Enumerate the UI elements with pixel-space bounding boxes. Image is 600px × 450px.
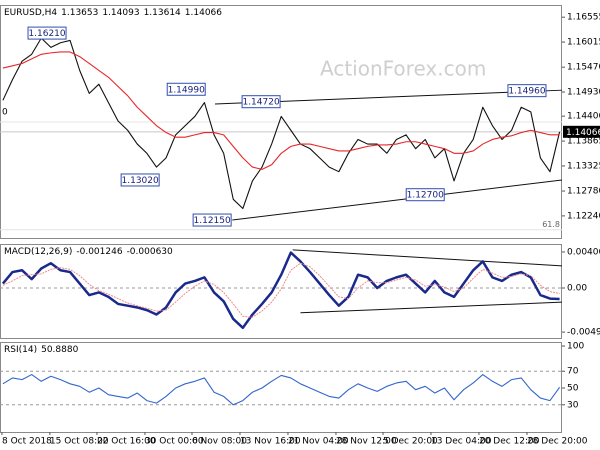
y-tick-label: 1.16015: [567, 38, 600, 48]
level-label: 61.8: [542, 220, 560, 229]
indicator-value: -0.000630: [127, 247, 173, 257]
watermark: ActionForex.com: [320, 57, 486, 81]
panel-frame: [0, 244, 562, 339]
price-label: 1.14720: [242, 98, 279, 108]
x-tick-label: 8 Oct 2018: [2, 437, 52, 447]
trendline: [232, 179, 563, 221]
x-tick-label: 20 Dec 12:00: [479, 437, 540, 447]
y-tick-label: 1.16555: [567, 13, 600, 23]
x-tick-label: 28 Dec 20:00: [527, 437, 588, 447]
indicator-value: -0.001246: [76, 247, 122, 257]
panel-header: MACD(12,26,9) -0.001246 -0.000630: [4, 247, 173, 257]
symbol: EURUSD,H4: [4, 8, 57, 18]
price-label-box: [166, 82, 206, 96]
x-tick-label: 22 Oct 16:00: [97, 437, 156, 447]
price-label: 1.14990: [168, 85, 205, 95]
y-tick-label: 1.15470: [567, 63, 600, 73]
x-tick-label: 5 Dec 20:00: [383, 437, 438, 447]
panel-frame: [0, 342, 562, 433]
x-tick-label: 15 Oct 08:00: [50, 437, 109, 447]
trendline: [292, 249, 563, 267]
y-tick-label: 1.13325: [567, 161, 600, 171]
ohlc-value: 1.13653: [61, 8, 98, 18]
panel-header: EURUSD,H4 1.13653 1.14093 1.13614 1.14066: [4, 8, 222, 18]
series-line: [2, 51, 560, 170]
price-label: 1.12150: [194, 216, 231, 226]
series-line: [1, 251, 560, 330]
y-tick-label: 30: [567, 400, 579, 410]
series-line: [2, 37, 561, 210]
series-line: [2, 262, 560, 318]
price-label-box: [405, 188, 445, 202]
y-tick-label: 0.00: [567, 283, 587, 293]
ohlc-value: 1.14066: [185, 8, 222, 18]
last-price-label: 1.14066: [566, 128, 600, 138]
ohlc-value: 1.13614: [144, 8, 181, 18]
series-line: [2, 374, 561, 406]
y-tick-label: 1.12240: [567, 211, 600, 221]
y-tick-label: 70: [567, 367, 579, 377]
price-label-box: [27, 26, 67, 40]
y-tick-label: 100: [567, 342, 584, 352]
y-tick-label: -0.004981: [567, 328, 600, 338]
x-tick-label: 13 Dec 04:00: [431, 437, 492, 447]
price-label: 1.13020: [122, 176, 159, 186]
price-label: 1.16210: [28, 29, 65, 39]
price-label-box: [507, 84, 547, 98]
trendline: [300, 301, 563, 314]
x-tick-label: 28 Nov 12:00: [336, 437, 397, 447]
y-tick-label: 1.12780: [567, 187, 600, 197]
y-tick-label: 0.004069: [567, 247, 600, 257]
x-tick-label: 13 Nov 16:00: [240, 437, 301, 447]
last-price-box: [563, 125, 600, 138]
indicator-name: MACD(12,26,9): [4, 247, 72, 257]
price-label: 1.14960: [508, 87, 545, 97]
y-tick-label: 1.13865: [567, 137, 600, 147]
x-tick-label: 21 Nov 04:00: [288, 437, 349, 447]
price-label-box: [120, 173, 160, 187]
panel-header: RSI(14) 50.8880: [4, 345, 79, 355]
y-tick-label: 50: [567, 384, 579, 394]
price-label-box: [241, 95, 281, 109]
x-tick-label: 30 Oct 00:00: [145, 437, 204, 447]
y-tick-label: 1.14406: [567, 112, 600, 122]
x-tick-label: 6 Nov 08:00: [192, 437, 247, 447]
indicator-name: RSI(14): [4, 345, 37, 355]
ohlc-value: 1.14093: [102, 8, 139, 18]
price-label-box: [192, 213, 232, 227]
level-label: 0: [2, 107, 8, 117]
indicator-value: 50.8880: [41, 345, 78, 355]
y-tick-label: 1.14930: [567, 88, 600, 98]
price-label: 1.12700: [407, 191, 444, 201]
